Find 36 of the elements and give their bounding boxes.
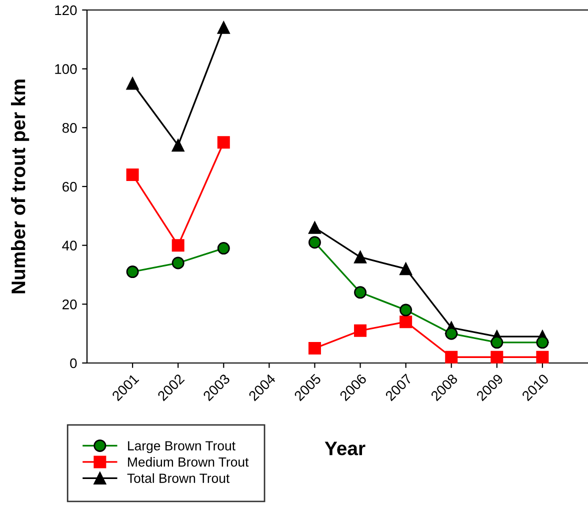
y-tick-label: 20: [62, 300, 77, 310]
point: [308, 221, 321, 234]
point: [217, 242, 230, 255]
y-tick-label: 60: [62, 182, 77, 192]
point: [490, 336, 504, 349]
point: [126, 77, 139, 90]
point: [536, 350, 549, 364]
point: [308, 342, 321, 355]
y-tick-label: 40: [62, 240, 77, 251]
x-axis-title: Year: [324, 442, 366, 456]
point: [126, 168, 139, 181]
point: [400, 262, 412, 276]
point: [490, 350, 504, 364]
y-axis-title: Number of trout per km: [10, 80, 30, 294]
point: [217, 21, 230, 34]
point: [172, 139, 184, 152]
y-tick-label: 0: [70, 358, 77, 368]
point: [536, 336, 549, 349]
point: [354, 286, 367, 299]
point: [400, 316, 412, 328]
point: [217, 136, 230, 149]
point: [354, 324, 367, 337]
point: [308, 236, 321, 249]
y-tick-label: 80: [62, 123, 77, 133]
y-tick-label: 120: [55, 5, 77, 16]
point: [126, 266, 139, 278]
point: [400, 304, 412, 316]
point: [172, 256, 184, 270]
legend-label: Total Brown Trout: [127, 473, 230, 483]
point: [354, 250, 367, 264]
point: [445, 350, 458, 364]
point: [172, 239, 184, 252]
legend-label: Medium Brown Trout: [128, 457, 249, 467]
y-tick-label: 100: [55, 64, 77, 74]
point: [445, 327, 458, 340]
legend-label: Large Brown Trout: [128, 441, 236, 454]
